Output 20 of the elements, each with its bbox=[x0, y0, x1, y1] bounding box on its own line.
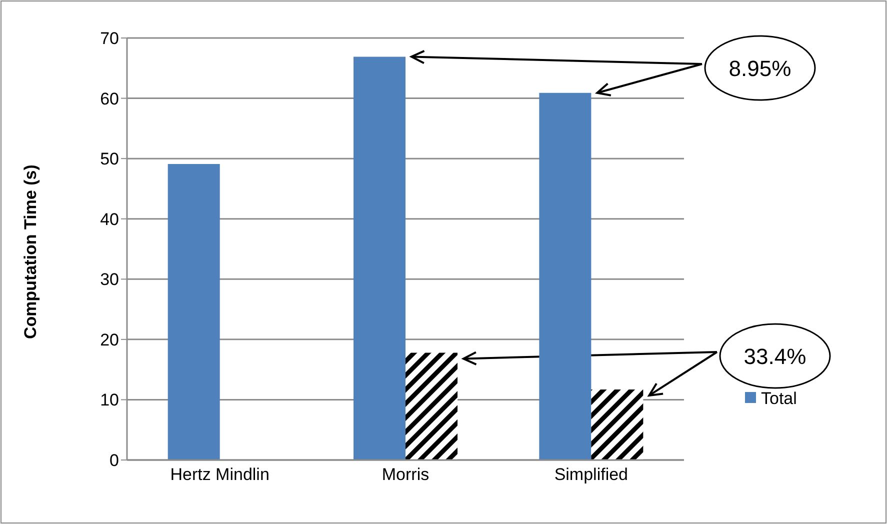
bar bbox=[539, 92, 592, 460]
y-tick-label: 10 bbox=[100, 390, 119, 410]
legend-label: Total bbox=[761, 389, 797, 408]
text: 33.4% bbox=[744, 344, 806, 369]
y-tick-label: 0 bbox=[110, 451, 119, 470]
text: 8.95% bbox=[728, 56, 792, 81]
bar bbox=[406, 352, 458, 460]
y-tick-label: 50 bbox=[100, 150, 119, 169]
y-axis-title: Computation Time (s) bbox=[21, 164, 40, 339]
bar bbox=[354, 56, 406, 460]
x-tick-label: Morris bbox=[382, 465, 430, 484]
bar bbox=[591, 389, 644, 460]
y-tick-label: 70 bbox=[100, 29, 119, 48]
x-tick-label: Simplified bbox=[554, 465, 628, 484]
y-tick-label: 20 bbox=[100, 330, 119, 350]
x-tick-label: Hertz Mindlin bbox=[170, 465, 270, 484]
y-tick-label: 40 bbox=[100, 210, 119, 229]
bar bbox=[168, 164, 220, 460]
y-tick-label: 30 bbox=[100, 270, 119, 290]
y-tick-label: 60 bbox=[100, 89, 119, 108]
